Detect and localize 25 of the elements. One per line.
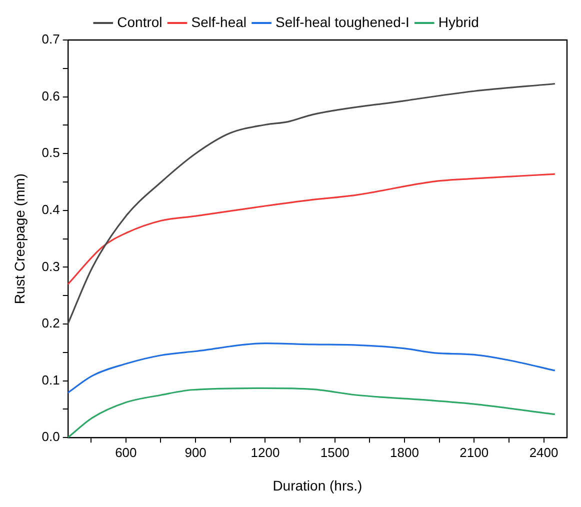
x-tick-label: 1200 (250, 444, 280, 460)
legend-label: Hybrid (438, 14, 479, 30)
line-series (68, 173, 556, 286)
legend-label: Self-heal (191, 14, 247, 30)
y-tick-label: 0.1 (42, 372, 60, 388)
line-series (68, 82, 556, 325)
x-tick-label: 900 (184, 444, 206, 460)
x-tick-label: 1500 (320, 444, 350, 460)
legend-label: Self-heal toughened-I (276, 14, 410, 30)
x-tick-label: 600 (115, 444, 137, 460)
y-tick-label: 0.7 (42, 32, 60, 47)
x-axis-title: Duration (hrs.) (272, 477, 362, 494)
y-tick-label: 0.2 (42, 316, 60, 331)
x-tick-label: 2100 (460, 444, 489, 460)
y-tick-label: 0.6 (42, 88, 60, 104)
y-tick-label: 0.5 (42, 145, 60, 160)
legend-label: Control (117, 14, 162, 30)
y-tick-label: 0.3 (42, 258, 60, 274)
x-tick-label: 1800 (390, 444, 419, 460)
line-series (68, 387, 556, 438)
line-series (68, 342, 556, 394)
y-tick-label: 0.4 (42, 202, 60, 217)
y-axis-title: Rust Creepage (mm) (11, 173, 28, 304)
y-tick-label: 0.0 (42, 429, 60, 444)
x-tick-label: 2400 (529, 444, 558, 460)
